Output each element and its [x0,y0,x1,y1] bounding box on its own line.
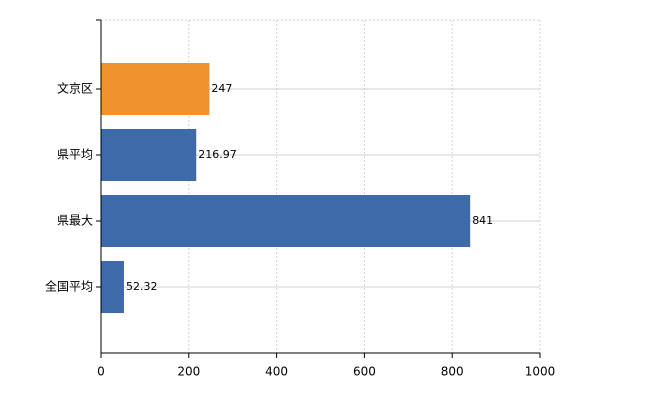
x-tick-label: 800 [441,365,464,379]
value-label: 841 [472,214,493,227]
y-tick-label: 文京区 [57,81,93,96]
x-tick-label: 600 [353,365,376,379]
y-tick-label: 県最大 [57,214,93,228]
x-tick-label: 1000 [525,365,556,379]
bar [101,261,124,313]
y-tick-label: 全国平均 [45,279,93,294]
value-label: 216.97 [198,148,237,161]
value-label: 52.32 [126,280,157,293]
value-label: 247 [211,82,232,95]
bar [101,63,210,115]
x-tick-label: 0 [97,365,105,379]
bar [101,129,197,181]
y-tick-label: 県平均 [57,148,93,162]
x-tick-label: 400 [265,365,288,379]
bar [101,195,471,247]
x-tick-label: 200 [177,365,200,379]
